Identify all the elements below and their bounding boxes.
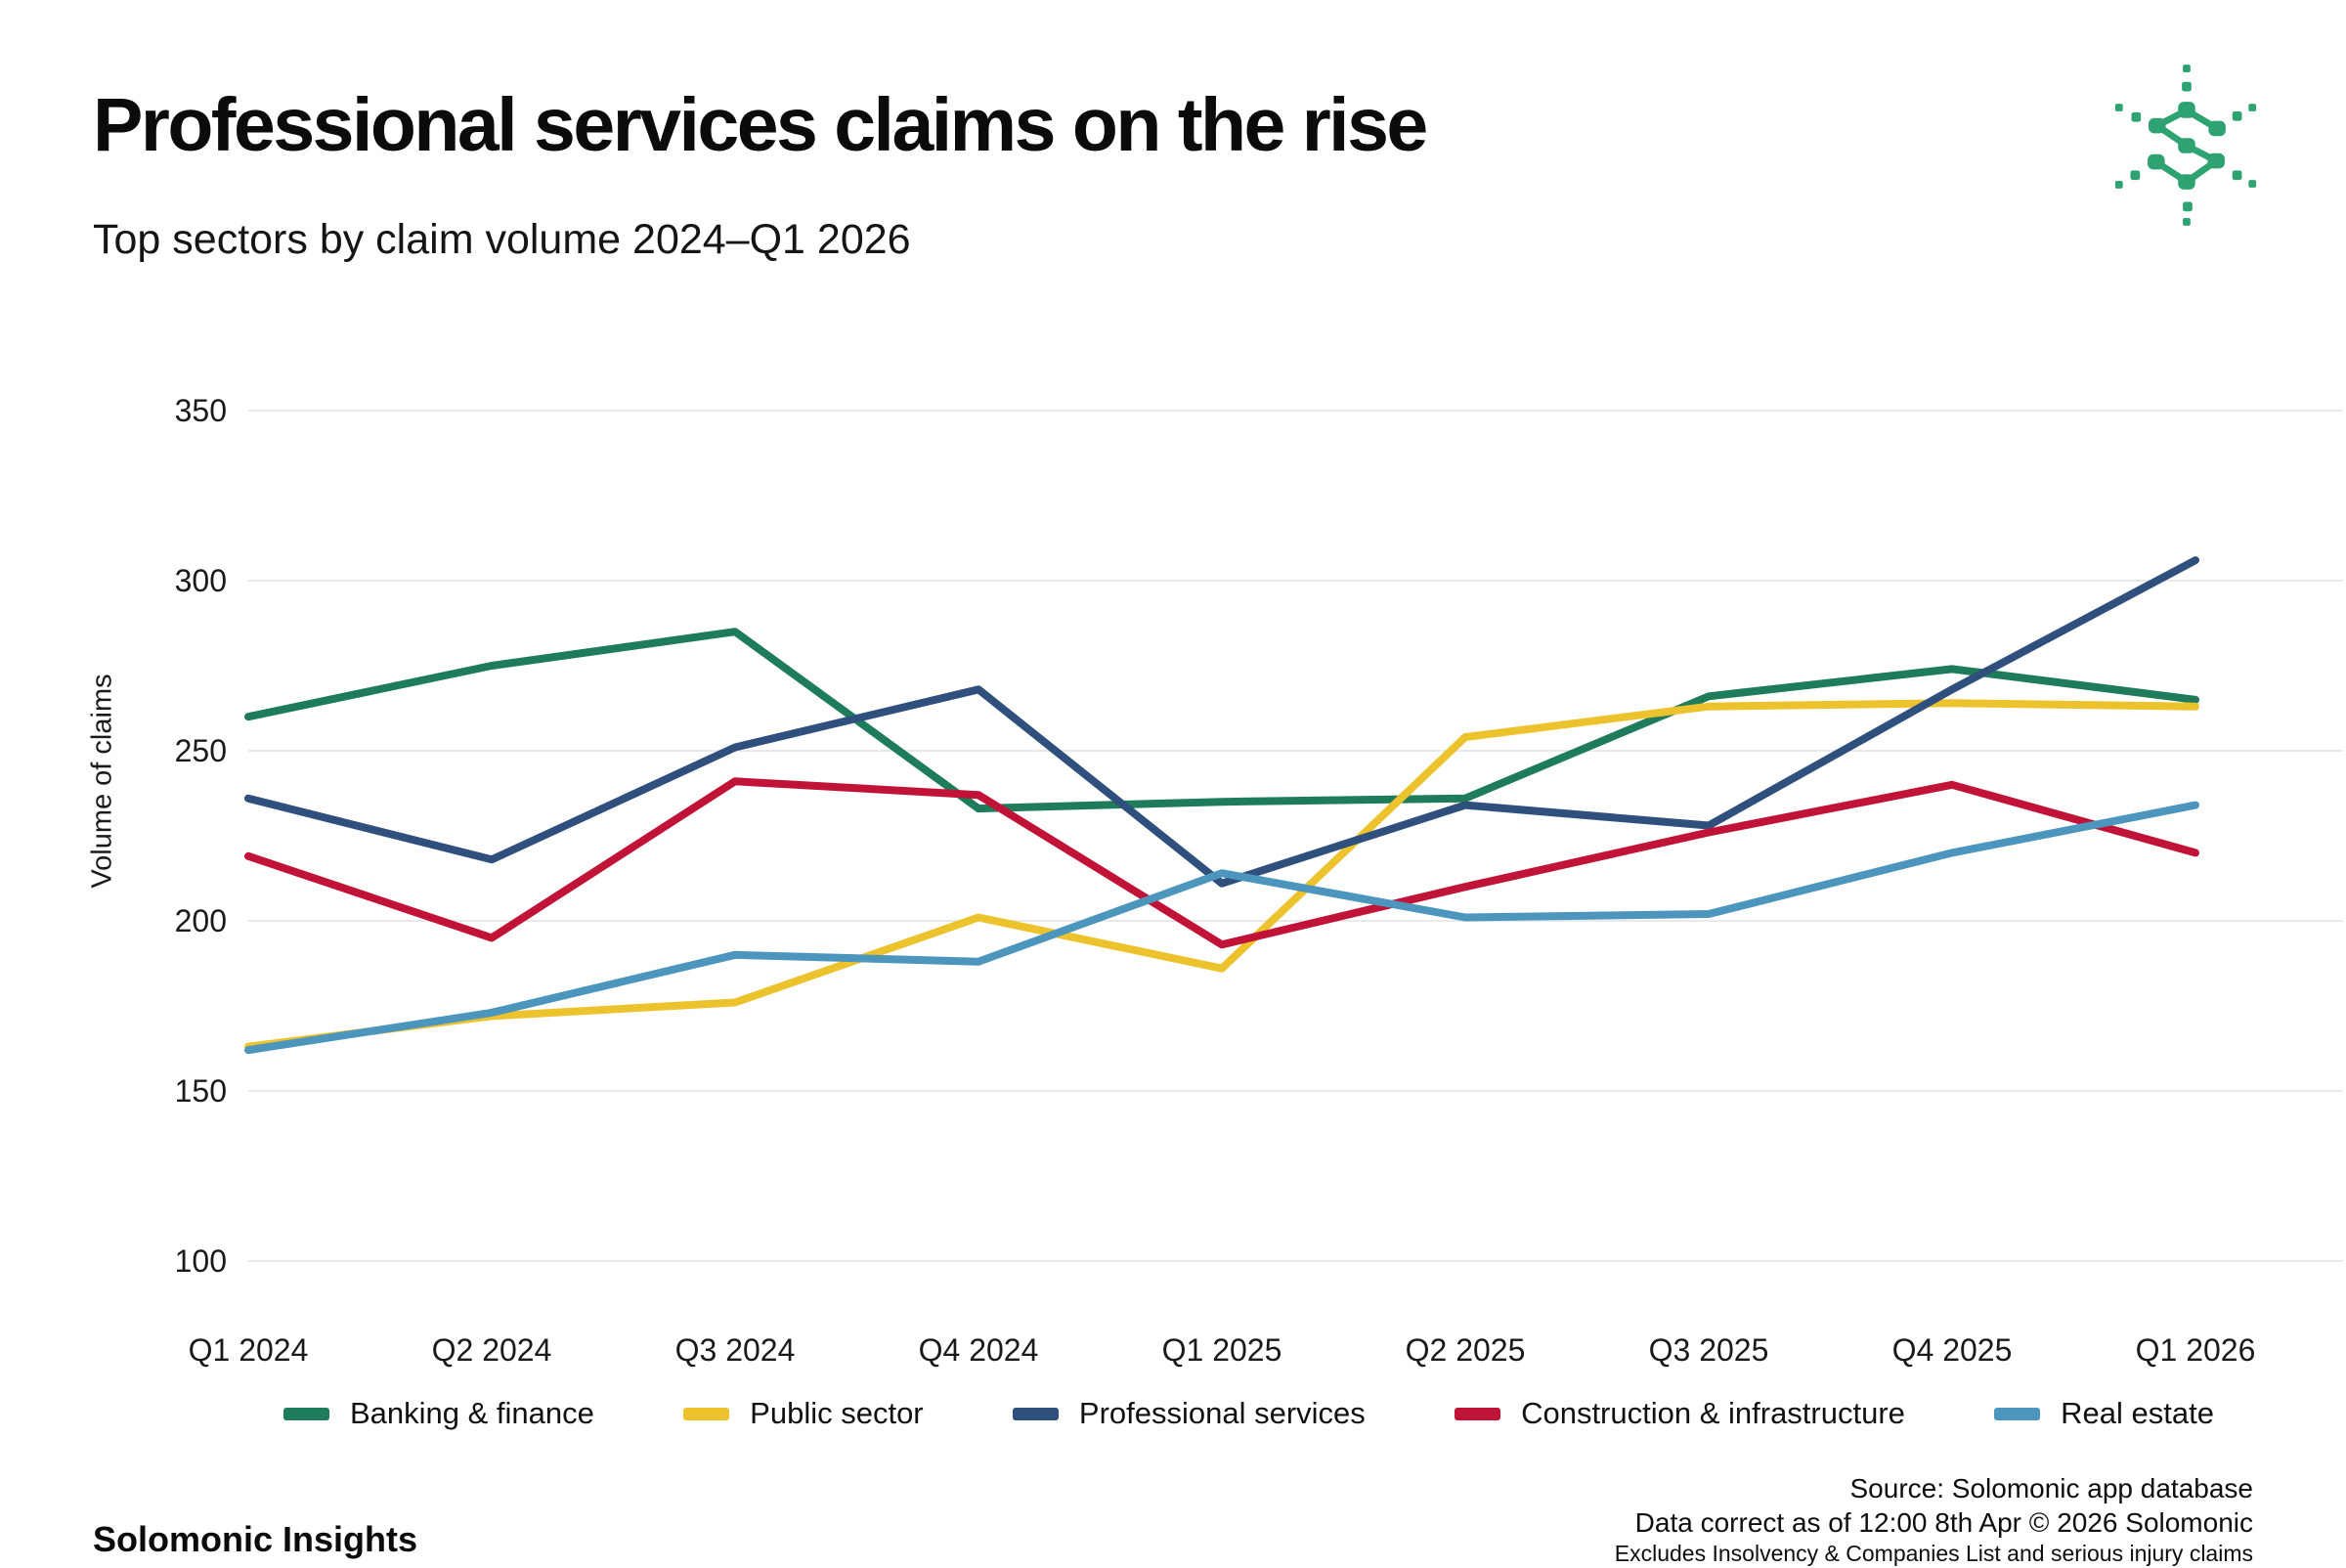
series-line-real-estate (244, 801, 2199, 1055)
y-tick-label: 250 (175, 733, 227, 768)
series-line-public-sector (244, 699, 2199, 1051)
y-tick-label: 100 (175, 1243, 227, 1279)
legend-swatch-banking-finance (283, 1407, 329, 1420)
x-tick-label: Q3 2025 (1649, 1332, 1769, 1368)
chart-legend: Banking & finance Public sector Profession… (283, 1396, 2214, 1431)
legend-label: Construction & infrastructure (1521, 1396, 1905, 1430)
logo-rays (2114, 65, 2257, 226)
x-tick-label: Q1 2024 (189, 1332, 309, 1368)
page-subtitle: Top sectors by claim volume 2024–Q1 2026 (93, 216, 911, 263)
legend-label: Professional services (1078, 1396, 1366, 1430)
source-block: Source: Solomonic app database Data corr… (1615, 1472, 2253, 1568)
x-tick-label: Q3 2024 (675, 1332, 796, 1368)
page-title: Professional services claims on the rise (93, 83, 1428, 167)
x-tick-label: Q4 2024 (919, 1332, 1039, 1368)
y-tick-label: 150 (175, 1073, 227, 1109)
series-line-professional-services (244, 556, 2199, 888)
x-tick-label: Q1 2025 (1162, 1332, 1282, 1368)
gridlines (248, 409, 2343, 1262)
x-tick-label: Q2 2025 (1406, 1332, 1526, 1368)
y-tick-label: 200 (175, 903, 227, 938)
legend-swatch-public-sector (683, 1407, 730, 1420)
legend-item-construction-infrastructure: Construction & infrastructure (1455, 1396, 1905, 1431)
y-tick-label: 300 (175, 563, 227, 598)
legend-label: Public sector (750, 1396, 924, 1430)
y-axis-ticks: 350 300 250 200 150 100 (175, 398, 227, 1279)
legend-label: Banking & finance (350, 1396, 594, 1430)
source-note-1: Source: Solomonic app database (1849, 1473, 2254, 1503)
legend-item-banking-finance: Banking & finance (283, 1396, 594, 1431)
footer: Solomonic Insights Source: Solomonic app… (93, 1472, 2253, 1568)
series-line-construction-infrastructure (244, 777, 2199, 949)
legend-swatch-construction-infrastructure (1455, 1407, 1501, 1420)
chart-area: Volume of claims 350 300 250 200 150 100 Q1 20… (87, 398, 2343, 1431)
logo-nodes (2148, 102, 2226, 190)
brand-name: Solomonic Insights (93, 1518, 418, 1559)
y-tick-label: 350 (175, 398, 227, 428)
x-tick-label: Q1 2026 (2136, 1332, 2256, 1368)
legend-swatch-real-estate (1994, 1407, 2041, 1420)
x-axis-labels: Q1 2024 Q2 2024 Q3 2024 Q4 2024 Q1 2025 Q2 20… (189, 1332, 2256, 1368)
x-tick-label: Q2 2024 (432, 1332, 552, 1368)
source-note-3: Excludes Insolvency & Companies List and… (1614, 1541, 2253, 1567)
legend-item-professional-services: Professional services (1012, 1396, 1366, 1431)
source-note-2: Data correct as of 12:00 8th Apr © 2026 … (1634, 1506, 2253, 1538)
legend-item-real-estate: Real estate (1994, 1396, 2214, 1431)
series-line-banking-finance (244, 628, 2199, 813)
y-axis-label: Volume of claims (86, 674, 118, 889)
legend-swatch-professional-services (1012, 1407, 1059, 1420)
legend-label: Real estate (2061, 1396, 2214, 1430)
legend-item-public-sector: Public sector (683, 1396, 924, 1431)
x-tick-label: Q4 2025 (1892, 1332, 2013, 1368)
solomonic-logo (2114, 65, 2257, 226)
